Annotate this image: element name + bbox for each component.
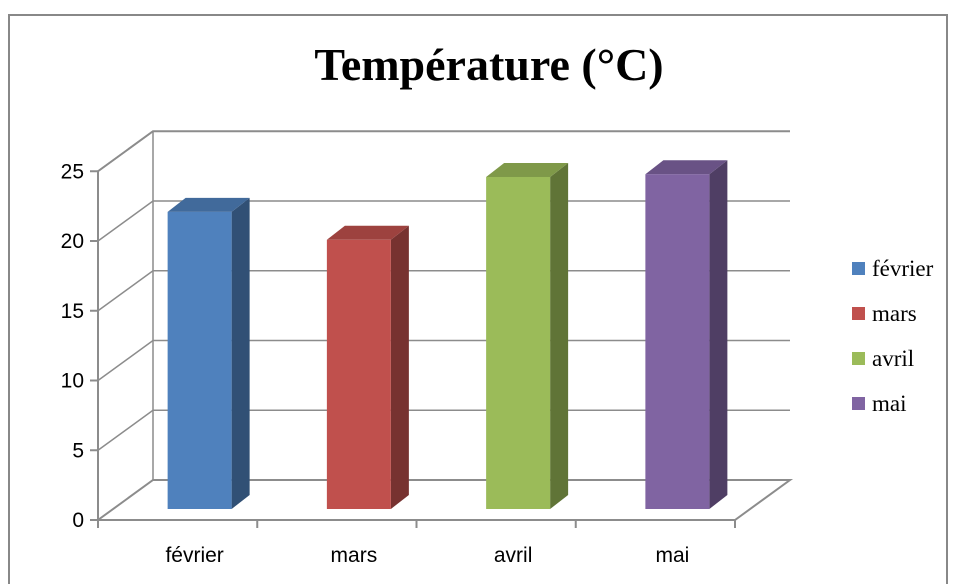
legend-label: mars [872, 301, 917, 326]
bar-top [486, 162, 569, 177]
bar-février [167, 197, 250, 510]
y-tick-label: 20 [61, 230, 84, 253]
y-tick-label: 10 [61, 370, 84, 393]
chart-title: Température (°C) [314, 39, 663, 90]
bar-side [550, 162, 569, 510]
x-tick-label: mars [331, 544, 378, 567]
y-axis: 0 5 10 15 20 25 [61, 160, 98, 532]
bar-front [486, 176, 551, 510]
legend-item-mars: mars [852, 301, 917, 326]
legend-label: février [872, 256, 934, 281]
x-tick-label: février [165, 544, 223, 567]
y-tick-label: 15 [61, 300, 84, 323]
bar-top [167, 197, 250, 212]
y-tick-label: 25 [61, 160, 84, 183]
gridline [97, 130, 790, 172]
x-tick-label: avril [494, 544, 533, 567]
x-tick-label: mai [655, 544, 689, 567]
legend-item-mai: mai [852, 391, 907, 416]
bar-top [326, 225, 409, 240]
bar-top [645, 160, 728, 175]
bar-side [390, 225, 409, 509]
bar-avril [486, 162, 569, 510]
legend-label: mai [872, 391, 907, 416]
legend-swatch [852, 262, 865, 275]
y-tick-label: 0 [72, 509, 84, 532]
x-axis: février mars avril mai [97, 520, 736, 567]
bar-mai [645, 160, 728, 509]
bar-front [645, 174, 710, 509]
gridline [97, 200, 790, 242]
legend-label: avril [872, 346, 914, 371]
chart-floor [94, 479, 794, 521]
legend-swatch [852, 307, 865, 320]
legend-item-avril: avril [852, 346, 914, 371]
bar-side [231, 197, 250, 510]
bar-side [709, 160, 728, 509]
bars [167, 160, 728, 510]
gridline [97, 270, 790, 312]
legend-item-février: février [852, 256, 934, 281]
gridlines [97, 130, 790, 451]
y-tick-label: 5 [72, 439, 84, 462]
bar-mars [326, 225, 409, 509]
legend: février mars avril mai [852, 256, 934, 416]
legend-swatch [852, 397, 865, 410]
bar-front [326, 239, 391, 509]
gridline [97, 339, 790, 382]
bar-front [167, 211, 232, 510]
legend-swatch [852, 352, 865, 365]
gridline [97, 409, 790, 451]
